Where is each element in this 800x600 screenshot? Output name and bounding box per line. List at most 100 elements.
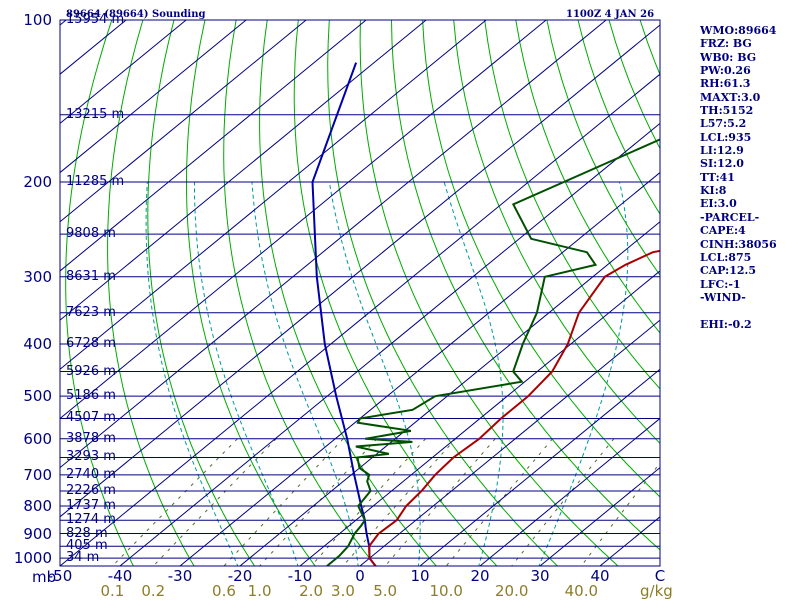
dewpoint-trace (326, 138, 660, 566)
isotherm-line (60, 20, 67, 26)
mixing-ratio-line (152, 438, 277, 566)
height-label: 6728 m (66, 336, 116, 352)
dry-adiabat (65, 20, 134, 566)
temp-tick-label: 20 (470, 567, 490, 585)
height-label: 3293 m (66, 449, 116, 465)
pressure-tick-label: 1000 (13, 549, 52, 568)
temp-tick-label: 10 (410, 567, 430, 585)
mixing-ratio-line (342, 438, 456, 566)
stat-line: CINH:38056 (700, 237, 777, 251)
pressure-tick-label: 100 (23, 11, 52, 29)
stat-line: FRZ: BG (700, 37, 752, 51)
isotherm-line (60, 20, 247, 174)
dry-adiabat (223, 20, 377, 566)
stat-line: TH:5152 (700, 104, 754, 118)
pressure-tick-label: 500 (23, 387, 52, 406)
temp-tick-label: 0 (355, 567, 365, 585)
temperature-trace (368, 249, 660, 566)
stat-line: L57:5.2 (700, 117, 747, 131)
stat-line: RH:61.3 (700, 77, 751, 91)
mixing-ratio-label: 1.0 (247, 582, 272, 600)
stat-line: CAPE:4 (700, 224, 746, 238)
mixing-ratio-label: 2.0 (299, 582, 323, 600)
temp-tick-label: 30 (530, 567, 550, 585)
isotherm-line (60, 20, 547, 420)
stat-line: LCL:935 (700, 130, 752, 144)
height-label: 13215 m (66, 106, 125, 122)
isotherm-line (60, 20, 367, 272)
mixing-ratio-label: 40.0 (564, 582, 599, 600)
height-label: 1737 m (66, 498, 116, 514)
height-label: 9808 m (66, 226, 116, 242)
mixing-ratio-label: 0.1 (100, 582, 125, 600)
height-label: 4507 m (66, 410, 116, 426)
height-label: 405 m (66, 538, 108, 554)
stat-line: -WIND- (700, 290, 746, 304)
temp-tick-label: C (654, 567, 666, 585)
dry-adiabat (453, 20, 660, 445)
height-label: 3878 m (66, 430, 116, 446)
stat-line (700, 304, 798, 317)
dry-adiabat (546, 20, 660, 276)
mixing-ratio-line (111, 438, 238, 566)
height-label: 1274 m (66, 512, 116, 528)
mixing-ratio-label: 0.6 (212, 582, 236, 600)
mixing-ratio-line (580, 462, 660, 566)
mixing-ratio-label: 0.2 (141, 582, 166, 600)
plot-frame (59, 19, 661, 567)
temp-tick-label: -10 (287, 567, 313, 585)
temp-tick-label: -40 (107, 567, 133, 585)
stat-line: LI:12.9 (700, 144, 744, 158)
pressure-unit-label: mb (32, 568, 57, 586)
height-label: 5926 m (66, 363, 116, 379)
mixing-ratio-line (310, 438, 426, 566)
height-label: 11285 m (66, 174, 125, 189)
time-title: 1100Z 4 JAN 26 (566, 9, 655, 20)
stats-panel: WMO:89664 FRZ: BG WB0: BG PW:0.26 RH:61.3 MAX… (700, 24, 798, 331)
mixing-unit-label: g/kg (640, 582, 673, 600)
pressure-tick-label: 900 (23, 524, 52, 543)
isobars (60, 20, 660, 559)
stat-line: LCL:875 (700, 250, 752, 264)
dry-adiabats (65, 20, 660, 566)
dry-adiabat (147, 20, 256, 566)
moist-adiabat (328, 181, 421, 566)
isotherm-line (60, 20, 607, 469)
temp-tick-label: -30 (167, 567, 193, 585)
pressure-tick-label: 700 (23, 465, 52, 484)
dry-adiabat (422, 20, 660, 498)
stat-line: PW:0.26 (700, 64, 751, 78)
height-label: 2740 m (66, 466, 116, 482)
stat-line: KI:8 (700, 184, 727, 198)
pressure-tick-label: 800 (23, 497, 52, 516)
dry-adiabat (391, 20, 660, 551)
parcel-trace (311, 62, 377, 566)
pressure-tick-label: 200 (23, 173, 52, 191)
height-label: 7623 m (66, 304, 116, 320)
height-label: 2226 m (66, 482, 116, 498)
stat-line: -PARCEL- (700, 210, 760, 224)
mixing-ratio-line (223, 438, 344, 566)
profiles (311, 62, 660, 566)
mixing-ratio-label: 5.0 (373, 582, 398, 600)
height-label: 15954 m (66, 12, 125, 27)
temp-tick-label: 40 (590, 567, 610, 585)
stat-line: WB0: BG (700, 50, 757, 64)
height-label: 828 m (66, 525, 108, 541)
temp-tick-label: -50 (47, 567, 73, 585)
station-title: 89664 (89664) Sounding (66, 9, 206, 20)
stat-line: MAXT:3.0 (700, 90, 761, 104)
dry-adiabat (107, 20, 195, 566)
mixing-ratio-label: 10.0 (429, 582, 463, 600)
pressure-tick-label: 300 (23, 267, 52, 286)
mixing-ratio-label: 20.0 (494, 582, 529, 600)
pressure-tick-label: 400 (23, 335, 52, 354)
mixing-ratio-label: 3.0 (331, 582, 355, 600)
height-label: 8631 m (66, 268, 116, 284)
dry-adiabat (515, 20, 660, 334)
dry-adiabat (327, 20, 559, 566)
height-label: 5186 m (66, 388, 116, 404)
height-label: 34 m (66, 550, 100, 566)
isotherm-line (60, 20, 487, 370)
